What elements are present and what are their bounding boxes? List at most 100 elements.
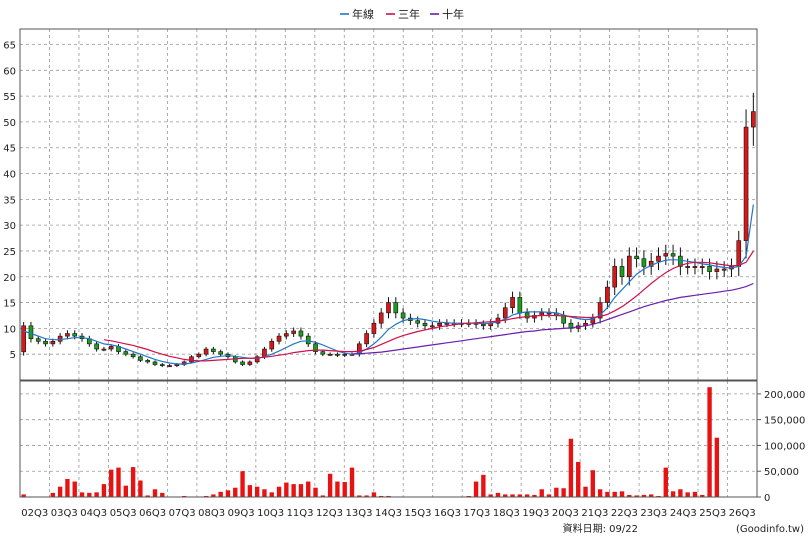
candle-body <box>138 356 143 361</box>
candle-body <box>524 312 530 319</box>
y-tick-label: 40 <box>3 170 16 181</box>
y-tick-label: 0 <box>764 493 770 504</box>
x-tick-label: 19Q3 <box>522 508 549 519</box>
x-tick-label: 13Q3 <box>346 508 373 519</box>
candle-body <box>320 351 326 355</box>
candle-body <box>502 307 508 319</box>
volume-bar <box>123 485 128 497</box>
y-tick-label: 200,000 <box>764 390 805 401</box>
candle-body <box>371 322 377 334</box>
series-line-1 <box>23 204 754 365</box>
candle-body <box>663 253 669 257</box>
volume-bar <box>50 492 56 497</box>
candle-body <box>159 364 165 367</box>
volume-bar <box>138 480 143 497</box>
x-tick-label: 02Q3 <box>21 508 48 519</box>
y-tick-label: 30 <box>3 221 16 232</box>
volume-bar <box>466 495 471 497</box>
candle-body <box>327 353 333 356</box>
volume-bar <box>298 484 304 497</box>
candle-body <box>415 320 420 324</box>
candle-body <box>57 335 63 342</box>
date-label: 資料日期: 09/22 <box>563 522 638 535</box>
x-tick-label: 20Q3 <box>552 508 579 519</box>
candle-body <box>619 266 625 278</box>
volume-bar <box>225 490 231 497</box>
x-tick-label: 10Q3 <box>257 508 284 519</box>
volume-bar <box>152 489 158 497</box>
volume-panel: 0 50,000 100,000 150,000 200,000 <box>19 380 805 504</box>
volume-bar <box>656 495 661 497</box>
volume-bar <box>130 467 136 497</box>
y-tick-label: 15 <box>3 299 16 310</box>
volume-bar <box>524 494 530 497</box>
candle-body <box>634 255 639 259</box>
volume-bar <box>379 495 384 497</box>
x-tick-label: 22Q3 <box>611 508 638 519</box>
x-tick-label: 17Q3 <box>463 508 490 519</box>
volume-bar <box>605 491 610 497</box>
volume-bar <box>203 495 209 497</box>
x-tick-label: 21Q3 <box>581 508 608 519</box>
volume-bar <box>306 481 311 497</box>
volume-panel-frame <box>19 380 758 498</box>
candle-body <box>284 333 289 337</box>
candle-body <box>422 322 428 327</box>
volume-bar <box>678 489 683 497</box>
candle-body <box>429 325 435 328</box>
candle-body <box>481 323 486 327</box>
candle-body <box>707 266 712 272</box>
y-tick-label: 65 <box>3 40 16 51</box>
candle-body <box>721 268 727 271</box>
volume-bar <box>517 494 523 497</box>
candle-body <box>670 253 676 257</box>
candle-body <box>28 325 34 340</box>
candle-body <box>35 338 41 342</box>
volume-bar <box>327 473 333 497</box>
x-tick-label: 11Q3 <box>287 508 314 519</box>
candle-body <box>145 360 151 363</box>
volume-bar <box>568 438 574 497</box>
volume-bar <box>276 486 282 497</box>
x-tick-label: 24Q3 <box>670 508 697 519</box>
volume-bar <box>692 491 698 497</box>
volume-bar <box>72 481 77 497</box>
x-tick-label: 07Q3 <box>169 508 196 519</box>
candle-body <box>108 346 114 350</box>
volume-bar <box>546 494 552 497</box>
x-tick-label: 09Q3 <box>228 508 255 519</box>
volume-bar <box>503 494 508 497</box>
volume-bar <box>707 387 712 497</box>
candle-body <box>335 353 340 356</box>
candle-body <box>597 302 603 319</box>
x-tick-label: 16Q3 <box>434 508 461 519</box>
candle-body <box>203 348 209 355</box>
candle-body <box>641 258 647 267</box>
y-tick-label: 25 <box>3 247 16 258</box>
candle-body <box>699 266 705 268</box>
volume-bar <box>21 494 26 497</box>
candle-body <box>21 325 26 353</box>
y-tick-label: 50,000 <box>764 467 799 478</box>
y-tick-label: 5 <box>10 350 16 361</box>
volume-bar <box>181 495 187 497</box>
volume-bar <box>561 488 566 497</box>
volume-bar <box>386 495 391 497</box>
x-tick-label: 12Q3 <box>316 508 343 519</box>
candle-body <box>510 297 515 309</box>
candle-body <box>254 356 260 363</box>
x-tick-label: 15Q3 <box>404 508 431 519</box>
volume-bar <box>583 486 588 497</box>
volume-bar <box>254 486 260 497</box>
candle-body <box>444 322 450 325</box>
x-tick-label: 03Q3 <box>51 508 78 519</box>
volume-bar <box>320 495 326 497</box>
volume-bar <box>57 486 63 497</box>
candle-body <box>130 353 136 358</box>
volume-bar <box>349 467 355 497</box>
candle-body <box>240 361 245 365</box>
candle-body <box>211 348 216 352</box>
x-tick-label: 04Q3 <box>80 508 107 519</box>
candle-body <box>678 255 683 267</box>
